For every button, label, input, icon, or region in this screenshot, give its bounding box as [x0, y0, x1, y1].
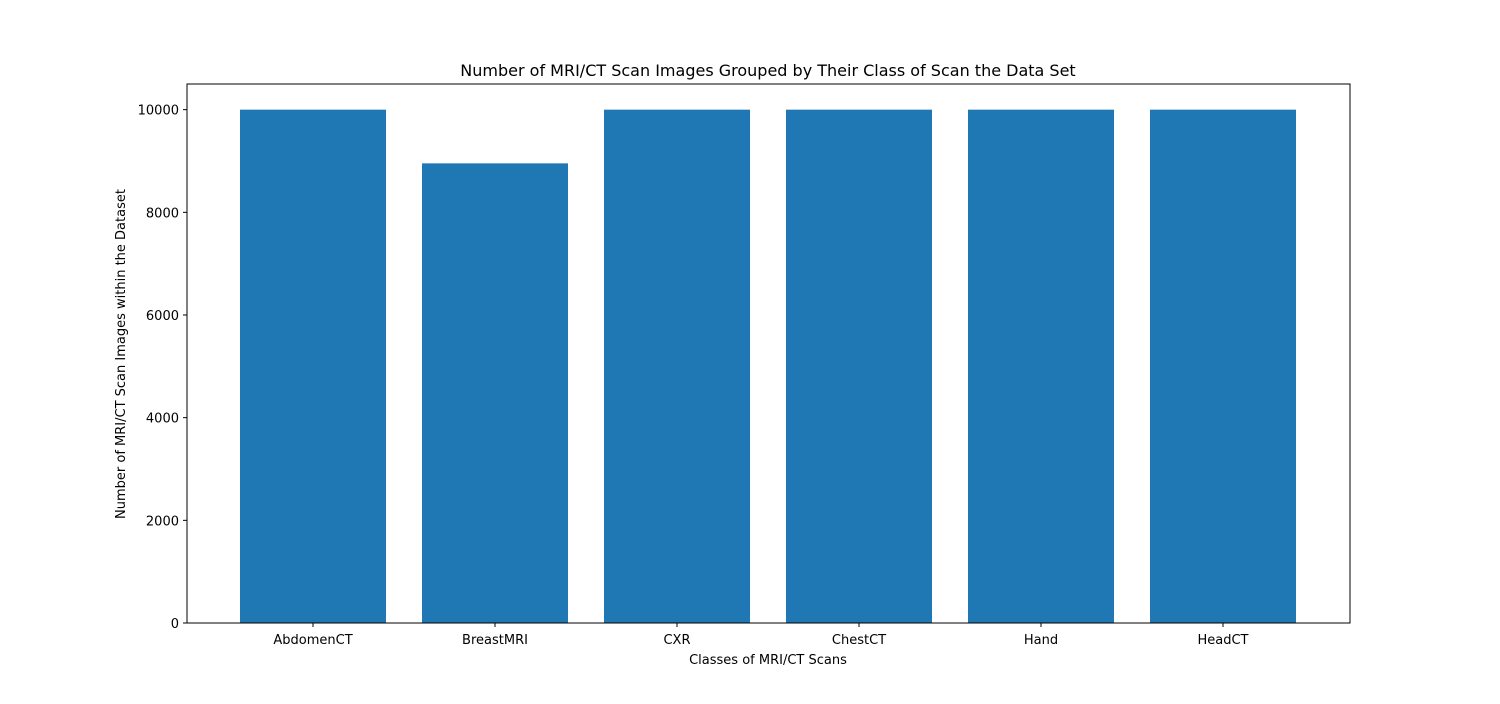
chart-title: Number of MRI/CT Scan Images Grouped by …	[460, 61, 1075, 80]
y-tick-label: 6000	[146, 309, 179, 324]
bar-cxr	[604, 109, 750, 623]
x-tick-label: BreastMRI	[462, 633, 528, 648]
y-tick-label: 8000	[146, 206, 179, 221]
x-tick-label: ChestCT	[832, 633, 886, 648]
x-tick-label: HeadCT	[1197, 633, 1248, 648]
bar-breastmri	[422, 163, 568, 623]
y-tick-label: 4000	[146, 412, 179, 427]
x-tick-label: AbdomenCT	[273, 633, 352, 648]
y-axis-label: Number of MRI/CT Scan Images within the …	[114, 189, 129, 519]
y-tick-label: 10000	[138, 104, 179, 119]
x-tick-label: CXR	[663, 633, 690, 648]
y-tick-label: 2000	[146, 514, 179, 529]
x-tick-label: Hand	[1024, 633, 1058, 648]
y-tick-label: 0	[171, 617, 179, 632]
plot-frame	[186, 83, 1351, 624]
bar-headct	[1150, 109, 1296, 623]
bar-hand	[968, 109, 1114, 623]
x-axis-label: Classes of MRI/CT Scans	[689, 653, 847, 668]
bars-group	[240, 109, 1296, 623]
bar-chestct	[786, 109, 932, 623]
x-axis-ticks: AbdomenCT BreastMRI CXR ChestCT Hand HeadCT	[273, 623, 1249, 648]
bar-abdomenct	[240, 109, 386, 623]
y-axis-ticks: 0 2000 4000 6000 8000 10000	[138, 104, 187, 632]
